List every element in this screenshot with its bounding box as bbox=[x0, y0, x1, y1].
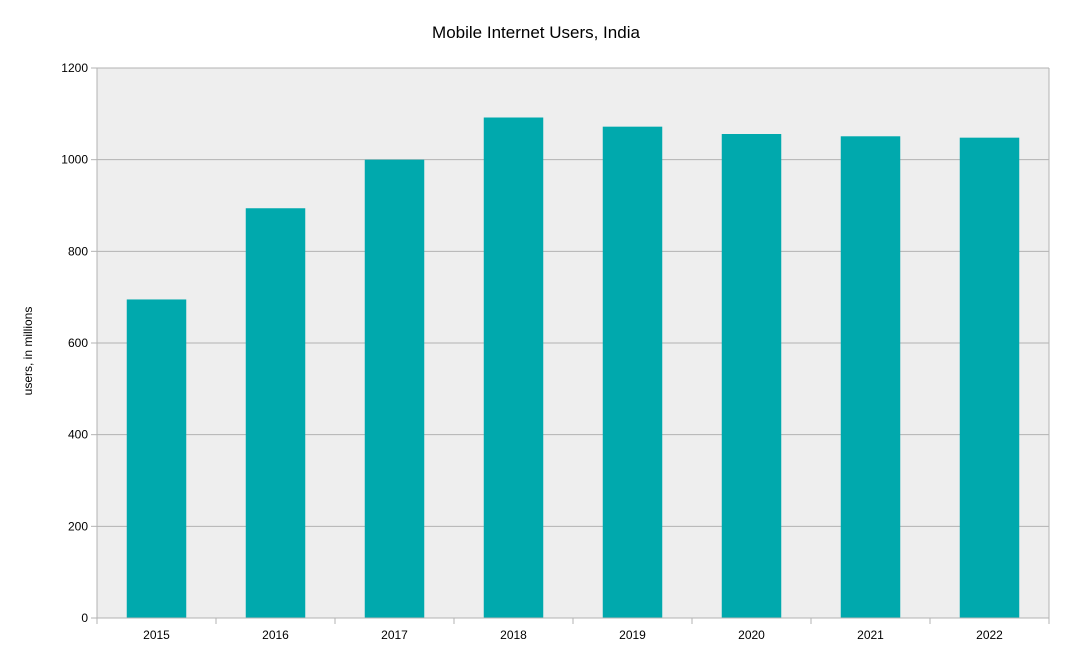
axes bbox=[91, 67, 1050, 624]
y-tick-label: 0 bbox=[81, 611, 88, 625]
y-tick-label: 400 bbox=[68, 428, 88, 442]
bar-2016 bbox=[245, 208, 306, 618]
y-tick-labels: 0 200 400 600 800 1000 1200 bbox=[61, 61, 88, 625]
bars bbox=[126, 117, 1020, 619]
bar-2019 bbox=[602, 126, 663, 619]
x-tick-label: 2018 bbox=[500, 628, 527, 642]
bar-2022 bbox=[959, 137, 1020, 618]
x-tick-label: 2016 bbox=[262, 628, 289, 642]
y-tick-label: 1000 bbox=[61, 153, 88, 167]
bar-2020 bbox=[721, 134, 782, 618]
y-axis-label: users, in millions bbox=[21, 307, 35, 396]
x-tick-label: 2017 bbox=[381, 628, 408, 642]
x-tick-label: 2019 bbox=[619, 628, 646, 642]
y-tick-label: 800 bbox=[68, 244, 88, 258]
chart-title: Mobile Internet Users, India bbox=[432, 23, 640, 42]
bar-2015 bbox=[126, 299, 187, 618]
y-tick-label: 1200 bbox=[61, 61, 88, 75]
bar-2017 bbox=[364, 159, 425, 618]
bar-2018 bbox=[483, 117, 544, 618]
x-tick-label: 2022 bbox=[976, 628, 1003, 642]
y-tick-label: 200 bbox=[68, 519, 88, 533]
x-tick-label: 2020 bbox=[738, 628, 765, 642]
x-tick-labels: 2015 2016 2017 2018 2019 2020 2021 2022 bbox=[143, 628, 1003, 642]
y-tick-label: 600 bbox=[68, 336, 88, 350]
bar-2021 bbox=[840, 136, 901, 618]
x-tick-label: 2021 bbox=[857, 628, 884, 642]
x-tick-label: 2015 bbox=[143, 628, 170, 642]
